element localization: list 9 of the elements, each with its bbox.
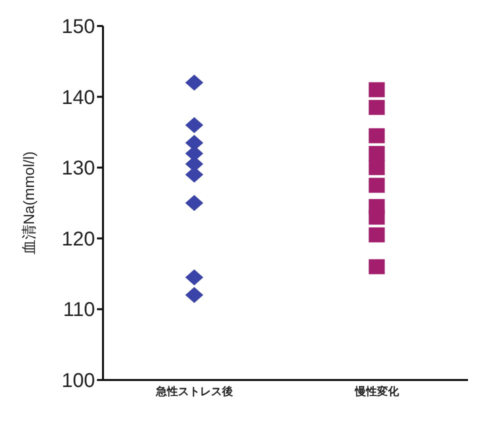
y-tick-label: 150	[62, 16, 95, 38]
x-tick-label: 慢性変化	[354, 385, 400, 398]
y-tick-label: 100	[62, 370, 95, 392]
x-tick-label: 急性ストレス後	[154, 385, 233, 398]
y-tick-label: 130	[62, 158, 95, 180]
y-tick-label: 140	[62, 86, 95, 109]
y-axis-title: 血清Na(mmol/l)	[21, 151, 38, 255]
y-tick-label: 110	[63, 299, 95, 322]
y-tick-label: 120	[62, 228, 95, 250]
